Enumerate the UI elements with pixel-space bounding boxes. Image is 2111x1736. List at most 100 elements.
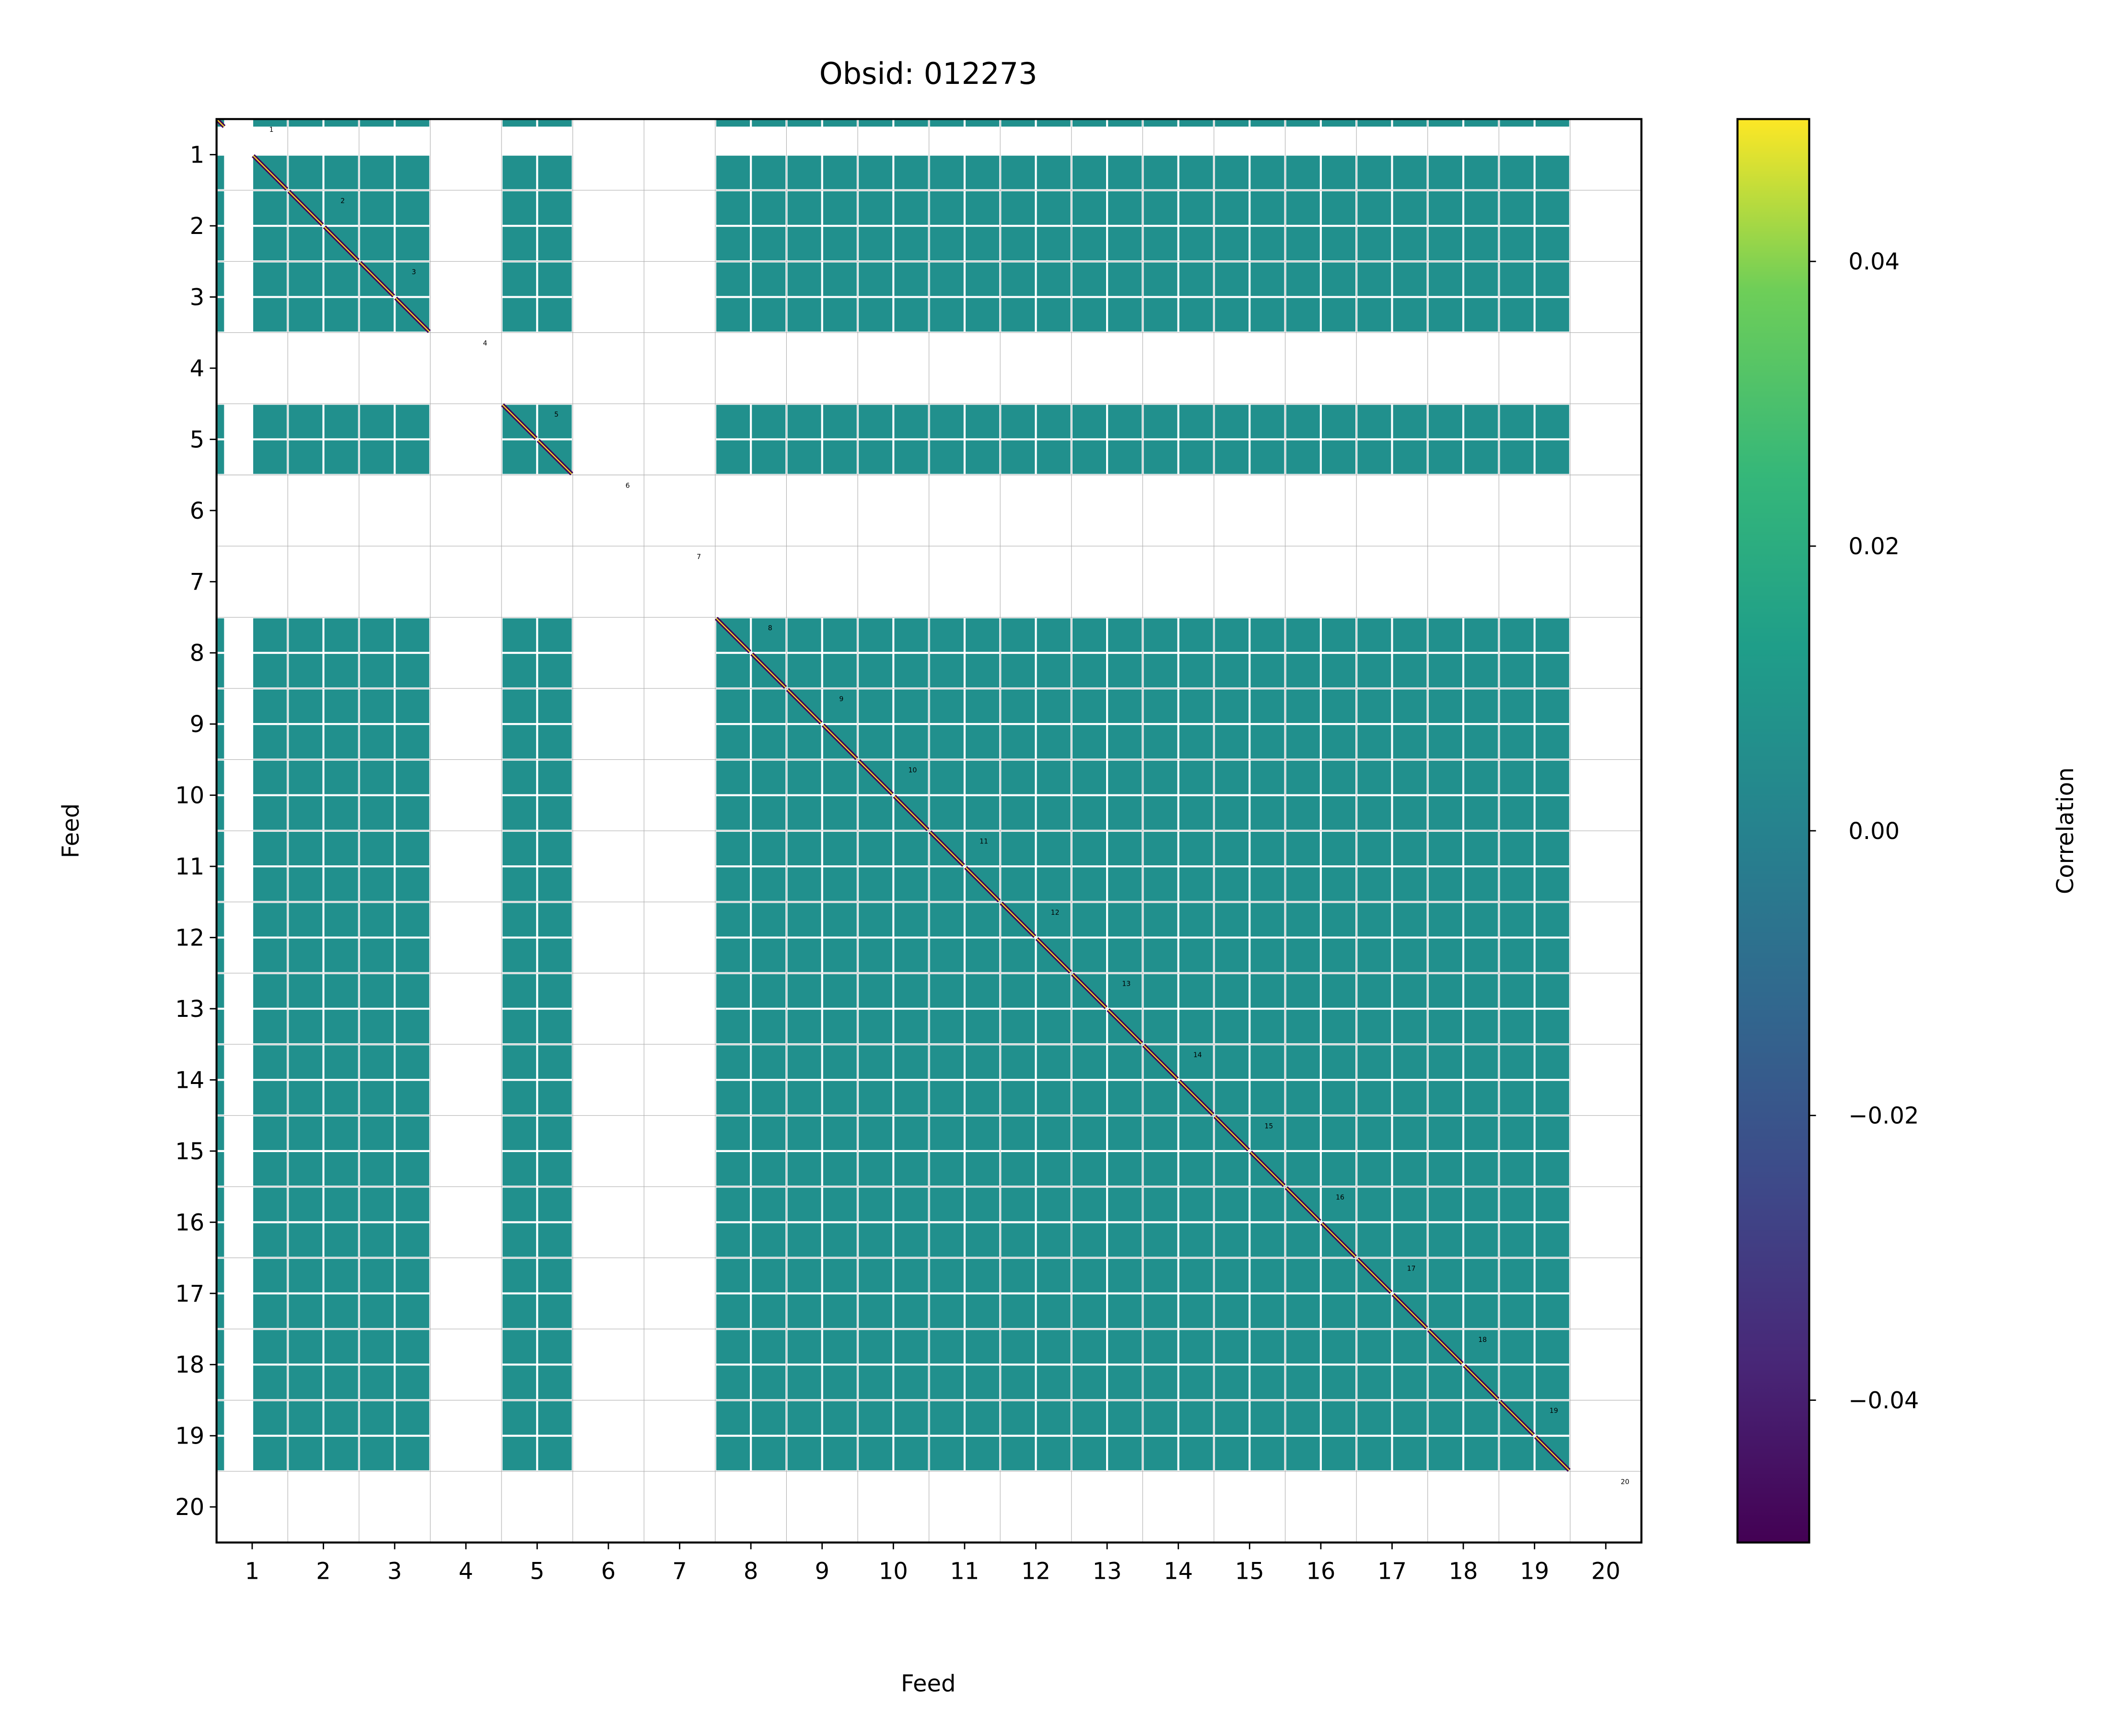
heatmap-cell xyxy=(1393,298,1427,332)
heatmap-cell xyxy=(752,1045,786,1079)
diagonal-line xyxy=(217,119,225,127)
heatmap-cell xyxy=(1393,191,1427,225)
heatmap-cell xyxy=(1286,1045,1320,1079)
heatmap-cell xyxy=(966,1152,1000,1186)
heatmap-cell xyxy=(787,760,821,794)
heatmap-cell xyxy=(502,120,536,127)
heatmap-cell xyxy=(502,262,536,296)
heatmap-cell xyxy=(787,725,821,759)
heatmap-cell xyxy=(1321,298,1356,332)
heatmap-cell xyxy=(1286,832,1320,865)
heatmap-cell xyxy=(859,405,893,439)
heatmap-cell xyxy=(894,298,928,332)
heatmap-cell xyxy=(1393,903,1427,937)
heatmap-cell xyxy=(966,938,1000,972)
heatmap-cell xyxy=(1357,1294,1391,1328)
heatmap-cell xyxy=(253,120,287,127)
heatmap-cell xyxy=(1108,155,1142,189)
heatmap-cell xyxy=(1500,1365,1534,1399)
heatmap-cell xyxy=(859,1436,893,1470)
y-tick-label: 14 xyxy=(175,1067,204,1094)
heatmap-cell xyxy=(1108,1045,1142,1079)
heatmap-cell xyxy=(538,938,572,972)
heatmap-cell xyxy=(1108,1188,1142,1222)
heatmap-cell xyxy=(289,974,323,1008)
heatmap-cell xyxy=(1535,1258,1569,1293)
heatmap-cell xyxy=(1321,120,1356,127)
heatmap-cell xyxy=(1179,1152,1213,1186)
heatmap-cell xyxy=(859,155,893,189)
heatmap-cell xyxy=(253,903,287,937)
heatmap-cell xyxy=(1357,262,1391,296)
heatmap-cell xyxy=(289,618,323,652)
heatmap-cell xyxy=(716,1223,750,1257)
heatmap-cell xyxy=(1428,867,1462,901)
heatmap-cell xyxy=(396,120,430,127)
heatmap-cell xyxy=(1108,1294,1142,1328)
heatmap-cell xyxy=(930,1152,964,1186)
x-axis-ticks: 1 2 3 4 5 6 7 8 9 10 11 12 13 14 15 16 17 18 19 20 xyxy=(245,1542,1621,1585)
heatmap-cell xyxy=(894,867,928,901)
heatmap-cell xyxy=(289,867,323,901)
heatmap-cell xyxy=(538,405,572,439)
heatmap-cell xyxy=(1108,796,1142,830)
heatmap-cell xyxy=(1072,1330,1106,1364)
heatmap-cell xyxy=(1001,1365,1035,1399)
heatmap-cell xyxy=(1037,1365,1071,1399)
heatmap-cell xyxy=(253,1330,287,1364)
heatmap-cell xyxy=(716,796,750,830)
heatmap-cell xyxy=(1250,832,1284,865)
heatmap-cell xyxy=(1108,832,1142,865)
heatmap-cell xyxy=(1321,938,1356,972)
heatmap-cell xyxy=(1250,867,1284,901)
heatmap-cell xyxy=(1286,1330,1320,1364)
heatmap-cell xyxy=(1001,867,1035,901)
heatmap-cell xyxy=(752,227,786,261)
heatmap-cell xyxy=(1108,653,1142,687)
heatmap-cell xyxy=(1500,903,1534,937)
heatmap-cell xyxy=(930,440,964,474)
heatmap-cell xyxy=(360,1152,394,1186)
heatmap-cell xyxy=(894,938,928,972)
heatmap-cell xyxy=(1428,938,1462,972)
heatmap-cell xyxy=(930,1045,964,1079)
heatmap-cell xyxy=(538,1330,572,1364)
heatmap-cell xyxy=(1393,796,1427,830)
heatmap-cell xyxy=(859,262,893,296)
heatmap-cell xyxy=(1535,1081,1569,1115)
heatmap-cell xyxy=(360,1081,394,1115)
heatmap-cell xyxy=(1143,1365,1178,1399)
diagonal-line xyxy=(395,297,430,332)
diagonal-line xyxy=(1321,1223,1356,1258)
heatmap-cell xyxy=(538,1010,572,1044)
heatmap-cell xyxy=(1143,1152,1178,1186)
heatmap-cell xyxy=(1500,1330,1534,1364)
heatmap-cell xyxy=(324,903,358,937)
heatmap-cell xyxy=(1250,725,1284,759)
heatmap-cell xyxy=(894,1401,928,1435)
colorbar-label: Correlation xyxy=(2052,768,2079,895)
y-tick-label: 2 xyxy=(190,213,205,240)
heatmap-cell xyxy=(1464,1010,1498,1044)
x-tick-label: 3 xyxy=(387,1558,402,1585)
heatmap-cell xyxy=(823,1223,857,1257)
heatmap-cell xyxy=(324,867,358,901)
heatmap-cell xyxy=(1108,1258,1142,1293)
heatmap-cell xyxy=(787,1365,821,1399)
y-tick-label: 16 xyxy=(175,1209,204,1236)
heatmap-cell xyxy=(752,618,786,652)
heatmap-cell xyxy=(1535,1045,1569,1079)
heatmap-cell xyxy=(1464,120,1498,127)
heatmap-cell xyxy=(894,1081,928,1115)
heatmap-cell xyxy=(1286,974,1320,1008)
heatmap-cell xyxy=(1037,1401,1071,1435)
heatmap-cell xyxy=(1464,1401,1498,1435)
heatmap-cell xyxy=(1321,796,1356,830)
heatmap-cell xyxy=(1001,760,1035,794)
y-axis-label: Feed xyxy=(58,804,84,858)
heatmap-cell xyxy=(396,1116,430,1150)
y-tick-label: 5 xyxy=(190,426,205,453)
heatmap-cell xyxy=(1037,1010,1071,1044)
heatmap-cell xyxy=(1001,262,1035,296)
